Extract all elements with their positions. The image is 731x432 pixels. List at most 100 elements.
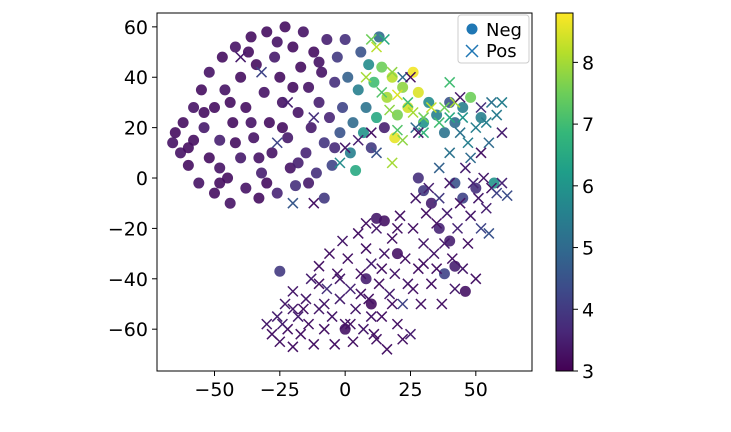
colorbar-tick-label: 6 bbox=[582, 176, 594, 198]
colorbar-tick-label: 7 bbox=[582, 114, 594, 136]
pos-point bbox=[459, 162, 471, 174]
neg-point bbox=[271, 187, 283, 199]
pos-point bbox=[402, 96, 414, 108]
neg-point bbox=[459, 285, 471, 297]
pos-point bbox=[391, 89, 403, 101]
neg-point bbox=[253, 152, 265, 164]
pos-point bbox=[303, 318, 315, 330]
pos-point bbox=[433, 192, 445, 204]
neg-point bbox=[279, 21, 291, 33]
pos-point bbox=[355, 268, 367, 280]
pos-point bbox=[297, 303, 309, 315]
pos-point bbox=[370, 333, 383, 345]
pos-point bbox=[418, 237, 430, 250]
neg-point bbox=[175, 147, 187, 159]
pos-point bbox=[370, 222, 383, 234]
pos-point bbox=[360, 243, 372, 255]
neg-point bbox=[198, 122, 210, 134]
neg-point bbox=[355, 46, 367, 58]
y-tick-label: −40 bbox=[108, 269, 148, 291]
neg-point bbox=[368, 76, 380, 88]
neg-point bbox=[282, 132, 294, 144]
neg-point bbox=[177, 117, 189, 129]
pos-point bbox=[454, 127, 466, 139]
pos-point bbox=[483, 137, 495, 149]
neg-point bbox=[465, 91, 477, 103]
pos-point bbox=[370, 41, 383, 53]
neg-point bbox=[227, 117, 239, 129]
neg-point bbox=[386, 71, 398, 83]
neg-point bbox=[444, 235, 456, 247]
neg-point bbox=[235, 71, 247, 83]
neg-point bbox=[266, 147, 278, 159]
neg-point bbox=[276, 96, 288, 108]
neg-point bbox=[352, 84, 364, 96]
neg-point bbox=[391, 248, 403, 260]
pos-point bbox=[373, 278, 385, 290]
pos-point bbox=[412, 127, 424, 139]
pos-point bbox=[271, 137, 283, 149]
pos-point bbox=[365, 33, 377, 45]
pos-point bbox=[496, 96, 508, 108]
pos-point bbox=[235, 51, 247, 63]
neg-point bbox=[292, 157, 304, 169]
neg-point bbox=[303, 81, 315, 93]
pos-point bbox=[462, 137, 474, 149]
pos-point bbox=[397, 298, 409, 310]
neg-point bbox=[208, 101, 220, 113]
colorbar-tick-label: 3 bbox=[582, 361, 594, 383]
pos-point bbox=[295, 328, 307, 340]
neg-point bbox=[397, 81, 409, 93]
neg-point bbox=[321, 33, 333, 45]
pos-point bbox=[386, 157, 398, 169]
pos-point bbox=[501, 190, 513, 202]
plot-frame bbox=[156, 12, 533, 372]
neg-point bbox=[308, 46, 320, 58]
pos-point bbox=[444, 112, 456, 124]
pos-point bbox=[391, 222, 403, 234]
pos-point bbox=[282, 96, 294, 108]
pos-point bbox=[433, 162, 445, 174]
pos-point bbox=[313, 278, 325, 290]
pos-point bbox=[370, 147, 383, 159]
neg-point bbox=[305, 122, 317, 134]
pos-point bbox=[438, 101, 450, 114]
pos-point bbox=[438, 237, 450, 250]
pos-point bbox=[365, 258, 377, 270]
pos-point bbox=[449, 283, 461, 295]
legend-neg-label: Neg bbox=[486, 20, 522, 41]
pos-point bbox=[378, 248, 390, 260]
neg-point bbox=[245, 117, 257, 129]
legend: Neg Pos bbox=[457, 14, 530, 64]
pos-point bbox=[334, 273, 346, 285]
neg-point bbox=[347, 117, 359, 129]
pos-point bbox=[397, 134, 409, 146]
neg-point bbox=[342, 71, 354, 83]
pos-point bbox=[318, 323, 330, 335]
pos-point bbox=[454, 91, 466, 103]
pos-point bbox=[415, 298, 427, 310]
y-axis: −60 −40 −20 0 20 40 60 bbox=[108, 17, 157, 341]
pos-point bbox=[465, 152, 477, 164]
colorbar-tick-label: 5 bbox=[582, 238, 594, 260]
neg-point bbox=[261, 177, 273, 189]
pos-point bbox=[344, 283, 356, 295]
pos-point bbox=[334, 157, 346, 169]
neg-point bbox=[250, 59, 262, 71]
pos-point bbox=[397, 333, 409, 345]
pos-point bbox=[308, 197, 320, 209]
pos-point bbox=[462, 237, 474, 250]
pos-point bbox=[491, 109, 503, 121]
pos-point bbox=[386, 66, 398, 78]
pos-point bbox=[391, 124, 403, 136]
neg-point bbox=[195, 84, 207, 96]
neg-point bbox=[167, 137, 179, 149]
pos-point bbox=[394, 210, 406, 222]
pos-point bbox=[475, 101, 487, 114]
y-tick-label: 0 bbox=[136, 168, 148, 190]
pos-point bbox=[444, 76, 456, 88]
pos-point bbox=[478, 172, 490, 184]
neg-point bbox=[169, 127, 181, 139]
pos-point bbox=[386, 298, 398, 310]
